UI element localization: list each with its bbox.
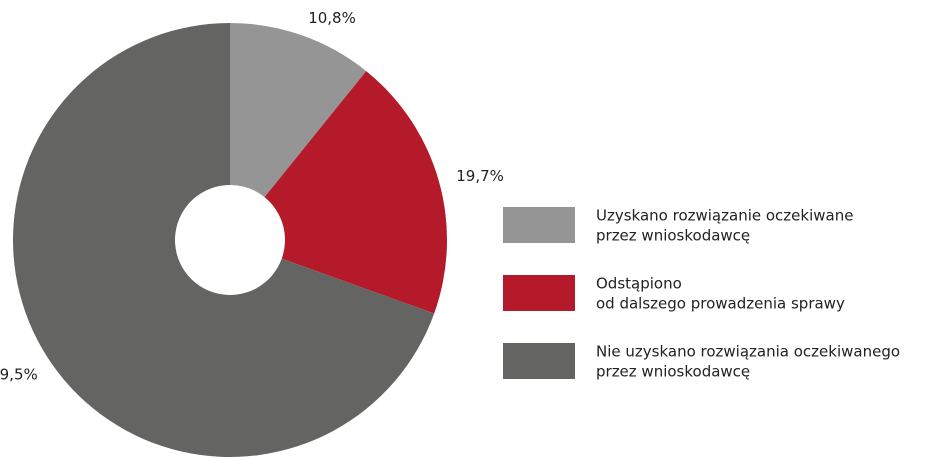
legend-swatch bbox=[503, 207, 575, 243]
legend-label: Uzyskano rozwiązanie oczekiwane bbox=[596, 207, 853, 225]
donut-slice bbox=[12, 23, 435, 457]
legend-label: Nie uzyskano rozwiązania oczekiwanego bbox=[596, 343, 900, 361]
legend-label: od dalszego prowadzenia sprawy bbox=[596, 295, 845, 313]
legend-label: przez wnioskodawcę bbox=[596, 227, 750, 245]
legend-swatch bbox=[503, 343, 575, 379]
value-label: 19,7% bbox=[456, 167, 504, 185]
value-label: 69,5% bbox=[0, 366, 38, 384]
donut-slice bbox=[230, 23, 367, 198]
legend-swatch bbox=[503, 275, 575, 311]
value-label: 10,8% bbox=[308, 9, 356, 27]
donut-slice bbox=[264, 71, 447, 314]
legend-label: Odstąpiono bbox=[596, 275, 682, 293]
legend-label: przez wnioskodawcę bbox=[596, 363, 750, 381]
